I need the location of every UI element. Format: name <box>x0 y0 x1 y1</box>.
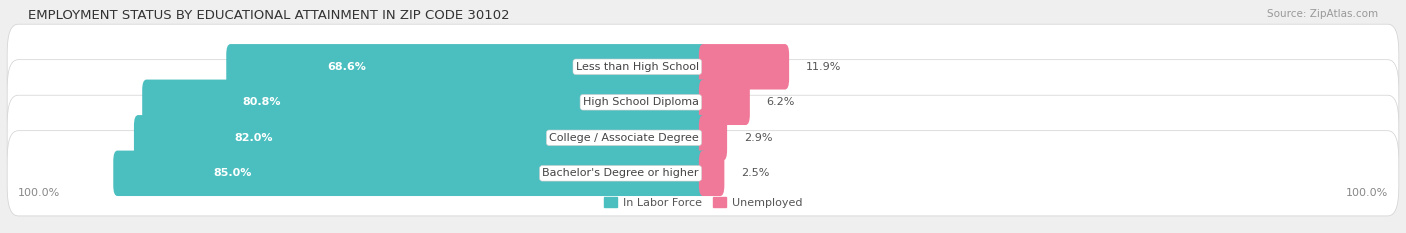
Text: 100.0%: 100.0% <box>1346 188 1388 198</box>
Text: 2.9%: 2.9% <box>744 133 772 143</box>
FancyBboxPatch shape <box>7 95 1399 180</box>
Text: 68.6%: 68.6% <box>326 62 366 72</box>
Text: 100.0%: 100.0% <box>18 188 60 198</box>
Text: Source: ZipAtlas.com: Source: ZipAtlas.com <box>1267 9 1378 19</box>
Text: College / Associate Degree: College / Associate Degree <box>550 133 699 143</box>
Text: Less than High School: Less than High School <box>575 62 699 72</box>
Text: Bachelor's Degree or higher: Bachelor's Degree or higher <box>543 168 699 178</box>
FancyBboxPatch shape <box>699 44 789 89</box>
FancyBboxPatch shape <box>226 44 707 89</box>
Text: 85.0%: 85.0% <box>214 168 252 178</box>
FancyBboxPatch shape <box>7 24 1399 110</box>
FancyBboxPatch shape <box>7 60 1399 145</box>
Text: EMPLOYMENT STATUS BY EDUCATIONAL ATTAINMENT IN ZIP CODE 30102: EMPLOYMENT STATUS BY EDUCATIONAL ATTAINM… <box>28 9 510 22</box>
Text: 11.9%: 11.9% <box>806 62 841 72</box>
FancyBboxPatch shape <box>699 80 749 125</box>
Text: 80.8%: 80.8% <box>243 97 281 107</box>
Text: 2.5%: 2.5% <box>741 168 769 178</box>
FancyBboxPatch shape <box>7 131 1399 216</box>
FancyBboxPatch shape <box>114 151 707 196</box>
Text: 6.2%: 6.2% <box>766 97 794 107</box>
FancyBboxPatch shape <box>142 80 707 125</box>
Legend: In Labor Force, Unemployed: In Labor Force, Unemployed <box>599 193 807 212</box>
Text: 82.0%: 82.0% <box>235 133 273 143</box>
FancyBboxPatch shape <box>699 151 724 196</box>
Text: High School Diploma: High School Diploma <box>583 97 699 107</box>
FancyBboxPatch shape <box>699 115 727 161</box>
FancyBboxPatch shape <box>134 115 707 161</box>
